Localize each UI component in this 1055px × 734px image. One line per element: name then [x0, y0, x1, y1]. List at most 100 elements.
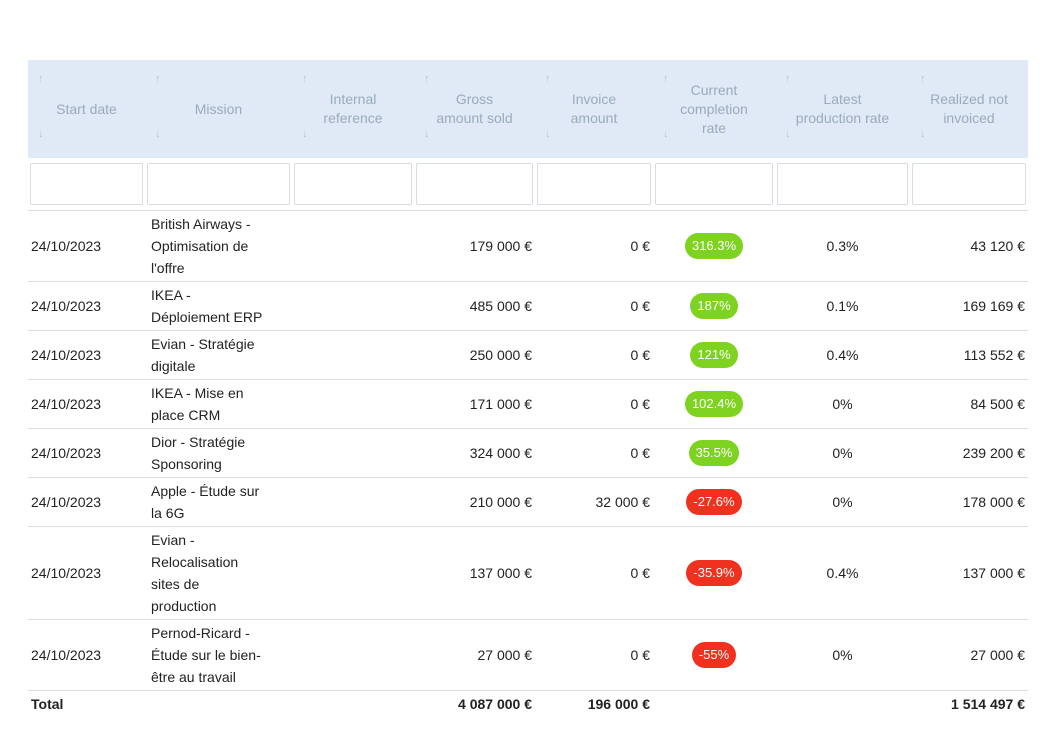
invoice-amount: 0 € — [630, 238, 650, 254]
column-title: Current completion rate — [680, 81, 748, 136]
cell: 102.4% — [653, 379, 775, 429]
latest-production-rate: 0.4% — [826, 347, 859, 363]
cell: 24/10/2023 — [28, 379, 145, 429]
realized-not-invoiced: 43 120 € — [970, 238, 1026, 254]
cell: 0% — [775, 619, 910, 691]
column-header[interactable]: ↑ Realized not invoiced ↓ — [910, 60, 1028, 158]
cell: British Airways - Optimisation de l'offr… — [145, 210, 292, 282]
cell: 24/10/2023 — [28, 210, 145, 282]
cell: Total — [28, 691, 145, 718]
start-date: 24/10/2023 — [31, 565, 102, 581]
gross-amount-sold: 27 000 € — [477, 647, 533, 663]
cell — [292, 691, 414, 718]
cell — [292, 477, 414, 527]
table-wrap: ↑ Start date ↓ ↑ Mission ↓ ↑ Internal reference… — [28, 60, 1028, 717]
completion-badge: -27.6% — [686, 489, 742, 515]
filter-input[interactable] — [416, 163, 533, 205]
gross-amount-sold: 137 000 € — [469, 565, 532, 581]
gross-amount-sold: 171 000 € — [469, 396, 532, 412]
filter-input[interactable] — [912, 163, 1026, 205]
filter-input[interactable] — [777, 163, 908, 205]
filter-input[interactable] — [294, 163, 412, 205]
latest-production-rate: 0% — [832, 647, 853, 663]
cell: 24/10/2023 — [28, 330, 145, 380]
sort-desc-icon[interactable]: ↓ — [155, 128, 161, 140]
gross-amount-sold: 485 000 € — [469, 298, 532, 314]
realized-not-invoiced: 239 200 € — [962, 445, 1025, 461]
sort-asc-icon[interactable]: ↑ — [920, 73, 926, 85]
latest-production-rate: 0% — [832, 494, 853, 510]
sort-asc-icon[interactable]: ↑ — [302, 73, 308, 85]
sort-desc-icon[interactable]: ↓ — [424, 128, 430, 140]
column-header[interactable]: ↑ Invoice amount ↓ — [535, 60, 653, 158]
gross-amount-sold: 324 000 € — [469, 445, 532, 461]
sort-asc-icon[interactable]: ↑ — [785, 73, 791, 85]
cell: IKEA - Déploiement ERP — [145, 281, 292, 331]
sort-asc-icon[interactable]: ↑ — [545, 73, 551, 85]
completion-badge: 35.5% — [688, 440, 740, 466]
column-title: Start date — [56, 100, 117, 117]
filter-input[interactable] — [147, 163, 290, 205]
sort-desc-icon[interactable]: ↓ — [785, 128, 791, 140]
cell: 0 € — [535, 281, 653, 331]
cell: 179 000 € — [414, 210, 535, 282]
column-header[interactable]: ↑ Start date ↓ — [28, 60, 145, 158]
invoice-amount: 0 € — [630, 347, 650, 363]
column-title: Gross amount sold — [436, 91, 513, 126]
column-header[interactable]: ↑ Gross amount sold ↓ — [414, 60, 535, 158]
cell: 178 000 € — [910, 477, 1028, 527]
sort-desc-icon[interactable]: ↓ — [38, 128, 44, 140]
cell — [292, 619, 414, 691]
start-date: 24/10/2023 — [31, 494, 102, 510]
sort-asc-icon[interactable]: ↑ — [38, 73, 44, 85]
sort-desc-icon[interactable]: ↓ — [302, 128, 308, 140]
filter-cell — [653, 158, 775, 211]
filter-input[interactable] — [30, 163, 143, 205]
column-title: Latest production rate — [795, 91, 890, 126]
column-header[interactable]: ↑ Current completion rate ↓ — [653, 60, 775, 158]
start-date: 24/10/2023 — [31, 445, 102, 461]
realized-not-invoiced: 113 552 € — [963, 347, 1025, 363]
filter-input[interactable] — [655, 163, 773, 205]
realized-not-invoiced: 27 000 € — [970, 647, 1026, 663]
filter-row — [28, 158, 1028, 211]
cell — [145, 691, 292, 718]
mission: Evian - Relocalisation sites de producti… — [151, 532, 239, 614]
realized-not-invoiced: 84 500 € — [970, 396, 1026, 412]
cell: Pernod-Ricard - Étude sur le bien-être a… — [145, 619, 292, 691]
cell: 24/10/2023 — [28, 477, 145, 527]
sort-desc-icon[interactable]: ↓ — [920, 128, 926, 140]
cell: 121% — [653, 330, 775, 380]
completion-badge: 316.3% — [684, 233, 744, 259]
table-row: 24/10/2023 IKEA - Mise en place CRM 171 00… — [28, 379, 1028, 429]
sort-asc-icon[interactable]: ↑ — [663, 73, 669, 85]
start-date: 24/10/2023 — [31, 647, 102, 663]
column-header[interactable]: ↑ Latest production rate ↓ — [775, 60, 910, 158]
cell: 0 € — [535, 379, 653, 429]
sort-asc-icon[interactable]: ↑ — [155, 73, 161, 85]
cell: 137 000 € — [910, 526, 1028, 620]
missions-table: ↑ Start date ↓ ↑ Mission ↓ ↑ Internal reference… — [28, 60, 1028, 717]
table-row: 24/10/2023 Pernod-Ricard - Étude sur le b… — [28, 619, 1028, 691]
cell — [292, 379, 414, 429]
sort-desc-icon[interactable]: ↓ — [663, 128, 669, 140]
cell — [292, 526, 414, 620]
column-header[interactable]: ↑ Internal reference ↓ — [292, 60, 414, 158]
sort-desc-icon[interactable]: ↓ — [545, 128, 551, 140]
cell: 32 000 € — [535, 477, 653, 527]
column-header[interactable]: ↑ Mission ↓ — [145, 60, 292, 158]
latest-production-rate: 0% — [832, 445, 853, 461]
table-body: 24/10/2023 British Airways - Optimisation… — [28, 210, 1028, 718]
cell: 0 € — [535, 330, 653, 380]
table-row: 24/10/2023 IKEA - Déploiement ERP 485 000 … — [28, 281, 1028, 331]
mission: Evian - Stratégie digitale — [151, 336, 255, 374]
realized-not-invoiced: 178 000 € — [962, 494, 1025, 510]
filter-input[interactable] — [537, 163, 651, 205]
cell — [653, 691, 775, 718]
cell: Dior - Stratégie Sponsoring — [145, 428, 292, 478]
gross-amount-sold: 210 000 € — [469, 494, 532, 510]
sort-asc-icon[interactable]: ↑ — [424, 73, 430, 85]
start-date: 24/10/2023 — [31, 298, 102, 314]
cell: 196 000 € — [535, 691, 653, 718]
